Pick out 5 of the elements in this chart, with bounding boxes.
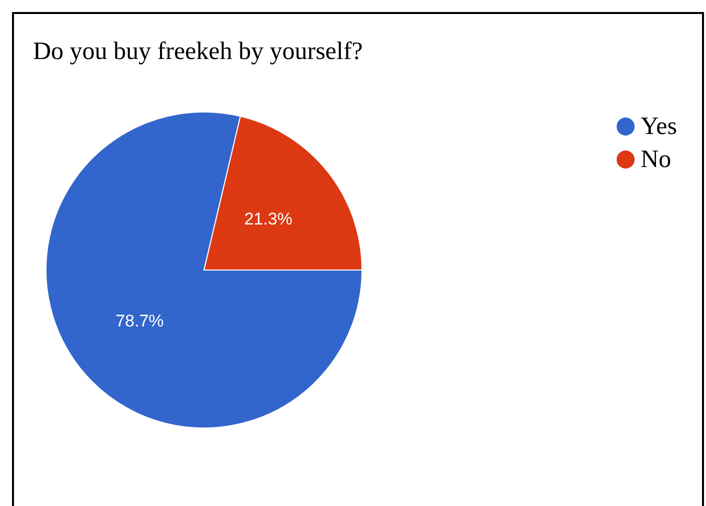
chart-title: Do you buy freekeh by yourself? bbox=[33, 38, 363, 65]
data-label: 21.3% bbox=[244, 210, 292, 229]
legend-label: No bbox=[640, 146, 672, 173]
data-label: 78.7% bbox=[116, 311, 164, 330]
legend-label: Yes bbox=[640, 113, 678, 140]
